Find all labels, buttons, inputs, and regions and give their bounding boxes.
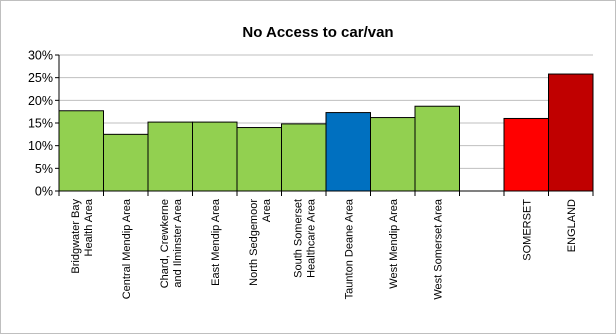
x-tick-label: and Ilminster Area bbox=[172, 198, 184, 288]
x-tick-label: Health Area bbox=[83, 198, 95, 256]
bar bbox=[147, 121, 193, 192]
x-tick-label: Central Mendip Area bbox=[121, 198, 133, 299]
y-tick-label: 25% bbox=[28, 71, 53, 85]
x-tick-labels: Bridgwater Bay Health Area Central Mendip … bbox=[70, 198, 578, 300]
y-tick-label: 10% bbox=[28, 139, 53, 153]
x-tick-label: Area bbox=[261, 198, 273, 222]
bar bbox=[370, 117, 416, 192]
axes bbox=[55, 54, 594, 196]
x-tick-label: West Mendip Area bbox=[388, 198, 400, 289]
bar bbox=[503, 117, 549, 192]
bar bbox=[58, 110, 104, 192]
x-tick-label: South Somerset bbox=[292, 199, 304, 278]
y-tick-label: 30% bbox=[28, 49, 53, 63]
bar bbox=[548, 73, 594, 192]
x-tick-label: East Mendip Area bbox=[210, 198, 222, 286]
y-tick-label: 20% bbox=[28, 94, 53, 108]
bars bbox=[58, 73, 594, 192]
x-tick-label: Bridgwater Bay bbox=[70, 199, 82, 274]
bar bbox=[325, 112, 371, 192]
bar bbox=[281, 123, 327, 192]
x-tick-label: SOMERSET bbox=[521, 199, 533, 261]
y-tick-label: 0% bbox=[35, 185, 53, 199]
x-tick-label: West Somerset Area bbox=[432, 198, 444, 300]
x-tick-label: Taunton Deane Area bbox=[343, 198, 355, 299]
bar bbox=[192, 121, 238, 192]
bar bbox=[236, 127, 282, 192]
y-tick-labels: 0% 5% 10% 15% 20% 25% 30% bbox=[28, 49, 53, 199]
x-tick-label: Healthcare Area bbox=[305, 198, 317, 278]
bar bbox=[414, 105, 460, 192]
y-tick-label: 5% bbox=[35, 162, 53, 176]
x-tick-label: ENGLAND bbox=[566, 199, 578, 252]
y-tick-label: 15% bbox=[28, 117, 53, 131]
x-tick-label: North Sedgemoor bbox=[248, 199, 260, 286]
bar bbox=[103, 133, 149, 192]
x-tick-label: Chard, Crewkerne bbox=[159, 199, 171, 288]
chart-title: No Access to car/van bbox=[242, 24, 393, 41]
